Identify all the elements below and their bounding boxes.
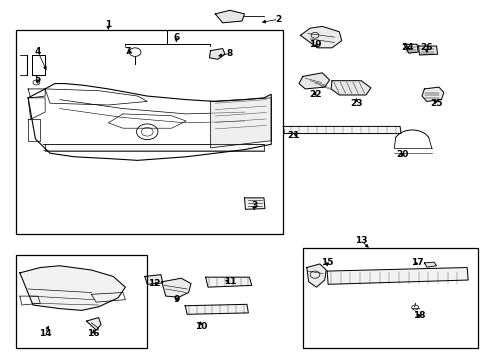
Text: 2: 2 <box>275 15 281 24</box>
Text: 20: 20 <box>396 150 408 159</box>
Bar <box>31 55 45 75</box>
Polygon shape <box>209 49 224 59</box>
Text: 9: 9 <box>173 295 179 304</box>
Polygon shape <box>424 262 436 267</box>
Bar <box>16 30 283 234</box>
Text: 13: 13 <box>354 236 366 245</box>
Text: 12: 12 <box>148 279 161 288</box>
Polygon shape <box>421 87 443 102</box>
Text: 10: 10 <box>194 322 206 331</box>
Polygon shape <box>283 126 400 134</box>
Text: 15: 15 <box>320 258 333 267</box>
Bar <box>16 255 147 348</box>
Text: 11: 11 <box>223 277 236 286</box>
Polygon shape <box>20 266 125 310</box>
Text: 6: 6 <box>173 33 179 42</box>
Polygon shape <box>185 304 248 314</box>
Polygon shape <box>205 277 251 287</box>
Text: 17: 17 <box>410 258 423 267</box>
Text: 25: 25 <box>429 99 442 108</box>
Text: 3: 3 <box>250 201 257 210</box>
Polygon shape <box>215 10 244 23</box>
Polygon shape <box>326 267 467 284</box>
Polygon shape <box>244 198 264 209</box>
Polygon shape <box>162 278 191 297</box>
Polygon shape <box>210 98 271 148</box>
Text: 19: 19 <box>308 40 321 49</box>
Polygon shape <box>300 26 341 48</box>
Text: 23: 23 <box>349 99 362 108</box>
Polygon shape <box>298 73 329 89</box>
Polygon shape <box>45 144 264 152</box>
Polygon shape <box>403 44 417 53</box>
Text: 26: 26 <box>420 43 432 52</box>
Text: 7: 7 <box>124 47 131 56</box>
Polygon shape <box>144 275 163 284</box>
Text: 8: 8 <box>226 49 233 58</box>
Text: 5: 5 <box>35 76 41 85</box>
Text: 1: 1 <box>105 20 111 29</box>
Bar <box>302 248 477 348</box>
Text: 22: 22 <box>308 90 321 99</box>
Polygon shape <box>86 318 101 330</box>
Text: 18: 18 <box>412 311 425 320</box>
Polygon shape <box>418 46 437 55</box>
Text: 14: 14 <box>39 329 51 338</box>
Text: 4: 4 <box>35 47 41 56</box>
Polygon shape <box>306 264 325 287</box>
Polygon shape <box>330 81 370 95</box>
Text: 16: 16 <box>87 329 100 338</box>
Text: 24: 24 <box>400 43 413 52</box>
Text: 21: 21 <box>286 131 299 140</box>
